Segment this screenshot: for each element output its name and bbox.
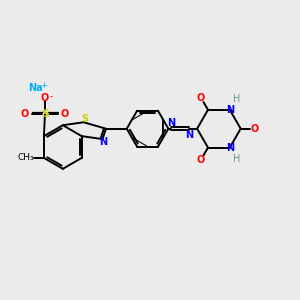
Text: N: N (167, 118, 175, 128)
Text: O: O (21, 109, 29, 119)
Text: N: N (226, 105, 234, 115)
Text: H: H (232, 154, 240, 164)
Text: Na: Na (28, 82, 42, 93)
Text: O: O (197, 93, 205, 103)
Text: N: N (185, 130, 193, 140)
Text: O: O (197, 154, 205, 165)
Text: CH₃: CH₃ (18, 153, 34, 162)
Text: S: S (41, 109, 49, 119)
Text: N: N (226, 142, 234, 153)
Text: O: O (61, 109, 69, 119)
Text: -: - (50, 92, 52, 101)
Text: H: H (232, 94, 240, 104)
Text: O: O (41, 94, 49, 103)
Text: N: N (99, 137, 107, 147)
Text: S: S (81, 114, 88, 124)
Text: O: O (250, 124, 259, 134)
Text: +: + (40, 81, 47, 90)
